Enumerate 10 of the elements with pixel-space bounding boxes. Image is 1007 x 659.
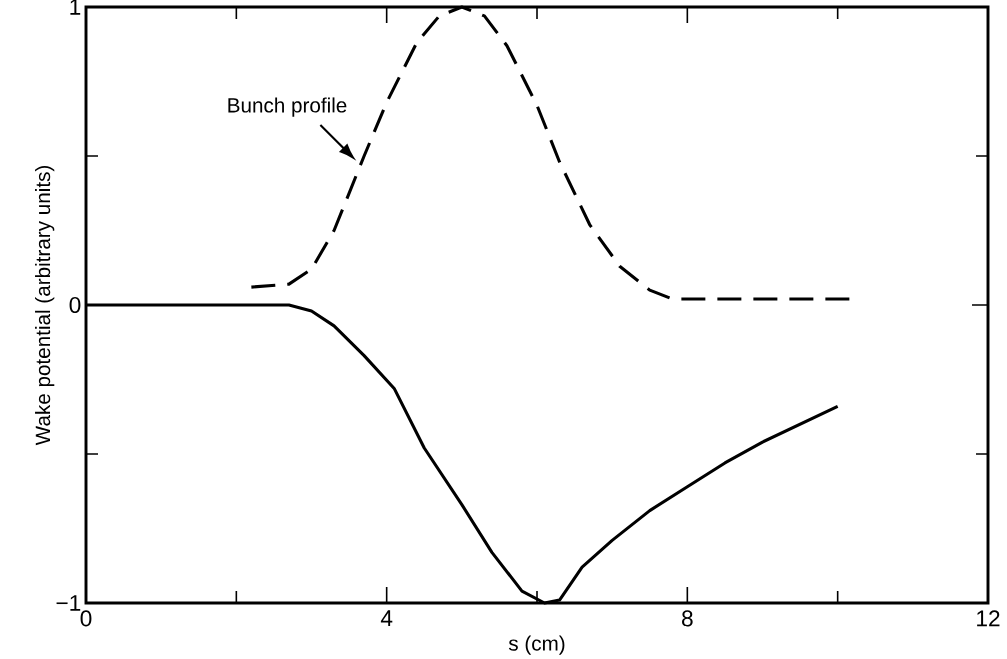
x-tick-label: 4 — [380, 610, 393, 626]
y-tick-label: 1 — [70, 0, 81, 15]
x-tick-label: 0 — [80, 610, 92, 627]
y-tick-label: 0 — [69, 296, 81, 314]
y-tick-label: −1 — [56, 595, 81, 611]
x-tick-label: 12 — [977, 610, 1000, 627]
x-tick-label: 8 — [682, 610, 693, 627]
y-axis-title: Wake potential (arbitrary units) — [35, 166, 55, 446]
x-axis-title: s (cm) — [508, 635, 565, 655]
annotation: Bunch profile — [228, 97, 347, 117]
